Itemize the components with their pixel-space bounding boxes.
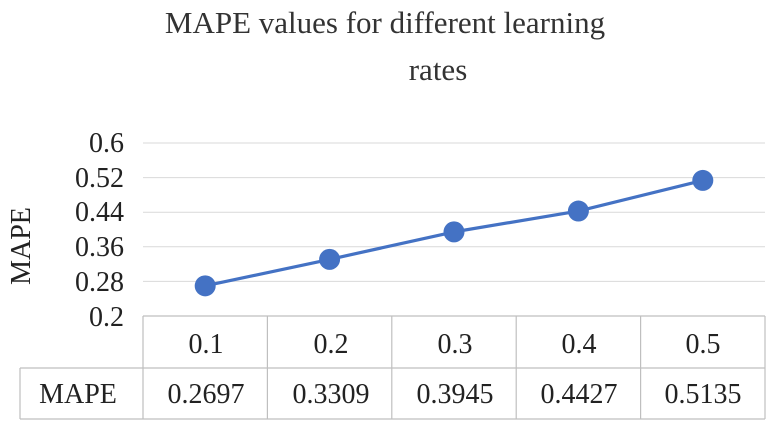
value-cell: 0.4427 [541, 379, 618, 410]
data-point-marker [692, 169, 714, 191]
y-tick-label: 0.28 [75, 267, 124, 298]
y-tick-label: 0.6 [89, 128, 124, 159]
chart-title-line-2: rates [409, 52, 468, 87]
data-point-marker [194, 275, 216, 297]
y-tick-label: 0.36 [75, 232, 124, 263]
gridlines [143, 142, 765, 282]
y-tick-label: 0.2 [89, 302, 124, 333]
value-cell: 0.2697 [168, 379, 245, 410]
y-axis-label: MAPE [6, 207, 37, 285]
category-label: 0.2 [314, 329, 349, 360]
chart-title-line-1: MAPE values for different learning [165, 5, 605, 40]
value-cell: 0.3945 [417, 379, 494, 410]
y-tick-label: 0.52 [75, 163, 124, 194]
data-point-marker [443, 221, 465, 243]
series-mape [194, 169, 714, 297]
data-point-marker [567, 200, 589, 222]
data-point-marker [319, 248, 341, 270]
data-table: 0.1 0.2 0.3 0.4 0.5 MAPE 0.2697 0.3309 0… [19, 315, 766, 420]
category-label: 0.4 [562, 329, 597, 360]
y-tick-labels: 0.6 0.52 0.44 0.36 0.28 0.2 [75, 128, 124, 333]
y-tick-label: 0.44 [75, 197, 124, 228]
category-label: 0.1 [189, 329, 224, 360]
category-label: 0.5 [686, 329, 721, 360]
value-cell: 0.3309 [293, 379, 370, 410]
value-cell: 0.5135 [665, 379, 742, 410]
series-name-cell: MAPE [39, 379, 117, 410]
category-label: 0.3 [438, 329, 473, 360]
